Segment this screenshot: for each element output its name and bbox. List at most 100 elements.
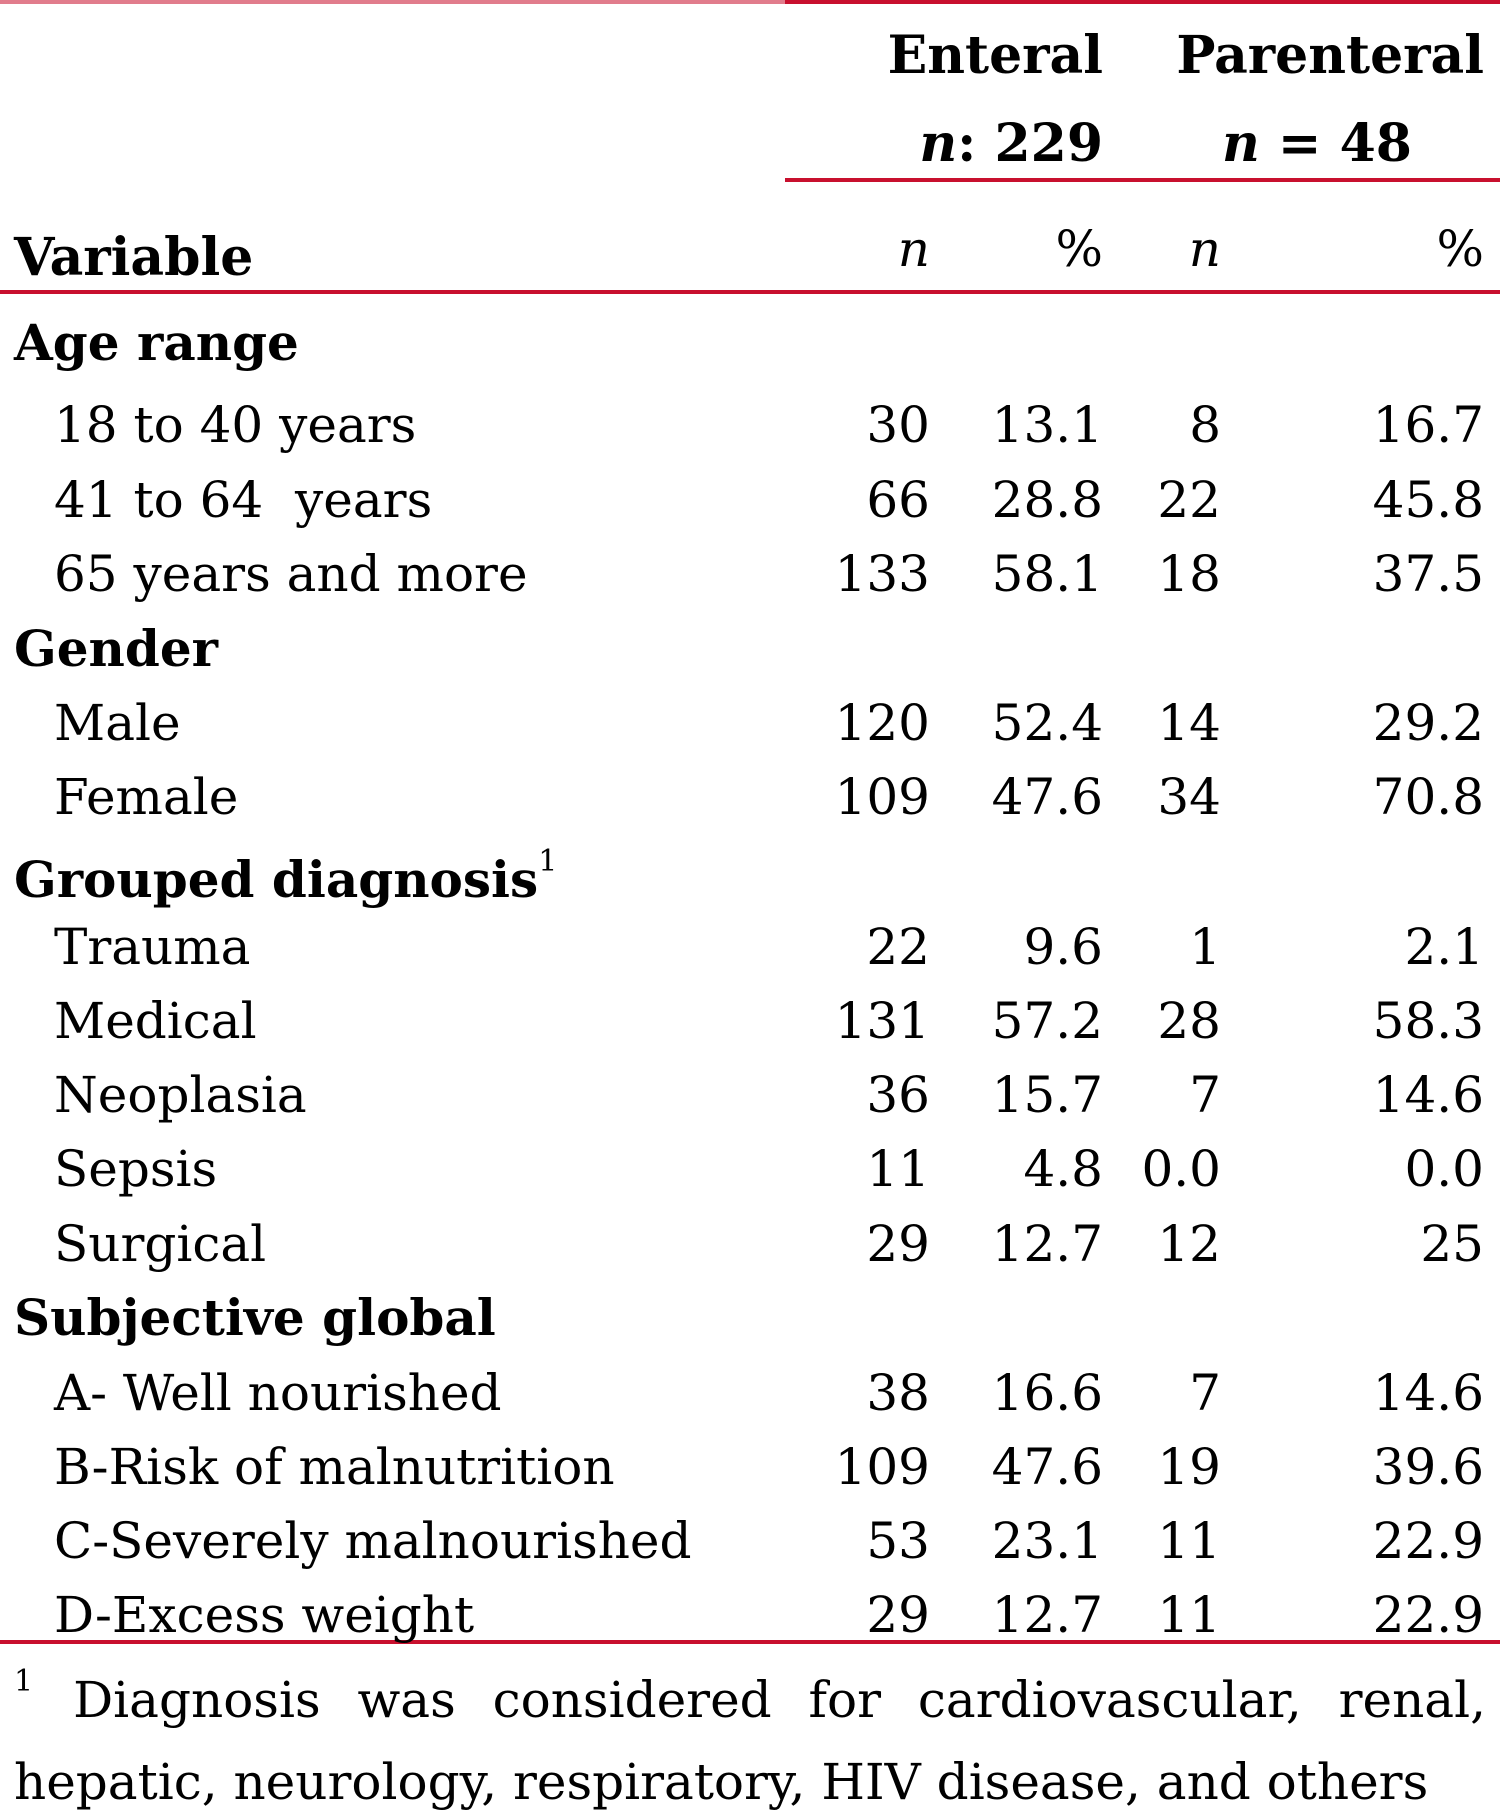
footnote-word: considered — [492, 1671, 772, 1729]
section-title-grouped-diagnosis: Grouped diagnosis1 — [14, 844, 558, 909]
row-label: Female — [54, 768, 239, 826]
footnote-mark: 1 — [14, 1664, 34, 1699]
row-enteral-n: 66 — [866, 471, 930, 529]
row-enteral-pct: 15.7 — [991, 1066, 1103, 1124]
row-label: Medical — [54, 992, 257, 1050]
row-parenteral-pct: 14.6 — [1372, 1066, 1484, 1124]
row-parenteral-n: 19 — [1157, 1438, 1221, 1496]
table-bottom-rule — [0, 1640, 1500, 1644]
row-enteral-pct: 52.4 — [991, 694, 1103, 752]
row-parenteral-n: 14 — [1157, 694, 1221, 752]
parenteral-header: Parenteral — [1176, 25, 1484, 86]
parenteral-n-total: n = 48 — [1222, 113, 1412, 174]
parenteral-pct-col-header: % — [1436, 220, 1484, 278]
row-parenteral-pct: 37.5 — [1372, 545, 1484, 603]
row-enteral-n: 29 — [866, 1215, 930, 1273]
row-enteral-n: 120 — [834, 694, 930, 752]
row-enteral-n: 38 — [866, 1364, 930, 1422]
row-label: Sepsis — [54, 1140, 218, 1198]
section-title-gender: Gender — [14, 619, 218, 678]
footnote-line-1: 1 Diagnosis was considered for cardiovas… — [14, 1663, 1486, 1745]
row-enteral-pct: 4.8 — [1023, 1140, 1103, 1198]
row-enteral-n: 109 — [834, 768, 930, 826]
row-parenteral-pct: 70.8 — [1372, 768, 1484, 826]
row-parenteral-pct: 25 — [1420, 1215, 1484, 1273]
row-parenteral-pct: 16.7 — [1372, 396, 1484, 454]
row-label: A- Well nourished — [54, 1364, 502, 1422]
row-enteral-pct: 57.2 — [991, 992, 1103, 1050]
row-enteral-n: 30 — [866, 396, 930, 454]
footnote-line-2: hepatic, neurology, respiratory, HIV dis… — [14, 1753, 1429, 1811]
row-label: D-Excess weight — [54, 1586, 475, 1644]
header-bottom-rule — [0, 290, 1500, 294]
group-header-rule — [785, 178, 1500, 182]
enteral-n-col-header: n — [897, 220, 930, 278]
row-parenteral-pct: 29.2 — [1372, 694, 1484, 752]
row-enteral-n: 133 — [834, 545, 930, 603]
enteral-header: Enteral — [887, 25, 1103, 86]
row-parenteral-pct: 14.6 — [1372, 1364, 1484, 1422]
row-parenteral-n: 8 — [1189, 396, 1221, 454]
row-enteral-n: 36 — [866, 1066, 930, 1124]
row-parenteral-pct: 0.0 — [1404, 1140, 1484, 1198]
row-parenteral-n: 7 — [1189, 1364, 1221, 1422]
footnote-word: cardiovascular, — [917, 1671, 1302, 1729]
top-rule-left — [0, 0, 785, 4]
row-parenteral-pct: 22.9 — [1372, 1512, 1484, 1570]
row-enteral-pct: 9.6 — [1023, 918, 1103, 976]
section-title-subjective-global: Subjective global — [14, 1288, 496, 1347]
row-parenteral-n: 18 — [1157, 545, 1221, 603]
row-parenteral-pct: 22.9 — [1372, 1586, 1484, 1644]
row-parenteral-pct: 58.3 — [1372, 992, 1484, 1050]
row-parenteral-n: 7 — [1189, 1066, 1221, 1124]
row-parenteral-n: 11 — [1157, 1512, 1221, 1570]
footnote-word: for — [808, 1671, 882, 1729]
row-enteral-pct: 12.7 — [991, 1215, 1103, 1273]
row-parenteral-pct: 45.8 — [1372, 471, 1484, 529]
row-enteral-pct: 12.7 — [991, 1586, 1103, 1644]
footnote-word: Diagnosis — [73, 1671, 321, 1729]
row-enteral-n: 11 — [866, 1140, 930, 1198]
row-label: 65 years and more — [54, 545, 528, 603]
row-parenteral-n: 1 — [1189, 918, 1221, 976]
row-label: Neoplasia — [54, 1066, 307, 1124]
parenteral-n-col-header: n — [1188, 220, 1221, 278]
row-enteral-pct: 23.1 — [991, 1512, 1103, 1570]
enteral-pct-col-header: % — [1055, 220, 1103, 278]
row-enteral-n: 109 — [834, 1438, 930, 1496]
enteral-n-total: n: 229 — [919, 113, 1103, 174]
row-parenteral-n: 22 — [1157, 471, 1221, 529]
row-parenteral-n: 11 — [1157, 1586, 1221, 1644]
row-parenteral-n: 0.0 — [1141, 1140, 1221, 1198]
section-title-age-range: Age range — [14, 313, 299, 372]
row-enteral-n: 53 — [866, 1512, 930, 1570]
row-parenteral-pct: 39.6 — [1372, 1438, 1484, 1496]
row-enteral-pct: 58.1 — [991, 545, 1103, 603]
row-enteral-n: 22 — [866, 918, 930, 976]
row-parenteral-pct: 2.1 — [1404, 918, 1484, 976]
row-label: Surgical — [54, 1215, 267, 1273]
top-rule-right — [785, 0, 1500, 4]
row-enteral-pct: 16.6 — [991, 1364, 1103, 1422]
row-enteral-pct: 47.6 — [991, 1438, 1103, 1496]
footnote-word: renal, — [1338, 1671, 1486, 1729]
table-footnote: 1 Diagnosis was considered for cardiovas… — [14, 1663, 1486, 1819]
row-enteral-pct: 28.8 — [991, 471, 1103, 529]
row-parenteral-n: 34 — [1157, 768, 1221, 826]
variable-column-header: Variable — [14, 227, 254, 288]
row-label: B-Risk of malnutrition — [54, 1438, 615, 1496]
row-label: 18 to 40 years — [54, 396, 417, 454]
row-parenteral-n: 12 — [1157, 1215, 1221, 1273]
row-enteral-n: 29 — [866, 1586, 930, 1644]
footnote-marker: 1 — [538, 844, 558, 879]
footnote-word: was — [357, 1671, 456, 1729]
row-enteral-n: 131 — [834, 992, 930, 1050]
row-enteral-pct: 47.6 — [991, 768, 1103, 826]
row-enteral-pct: 13.1 — [991, 396, 1103, 454]
row-label: Male — [54, 694, 181, 752]
row-label: 41 to 64 years — [54, 471, 433, 529]
row-label: C-Severely malnourished — [54, 1512, 692, 1570]
row-parenteral-n: 28 — [1157, 992, 1221, 1050]
row-label: Trauma — [54, 918, 251, 976]
